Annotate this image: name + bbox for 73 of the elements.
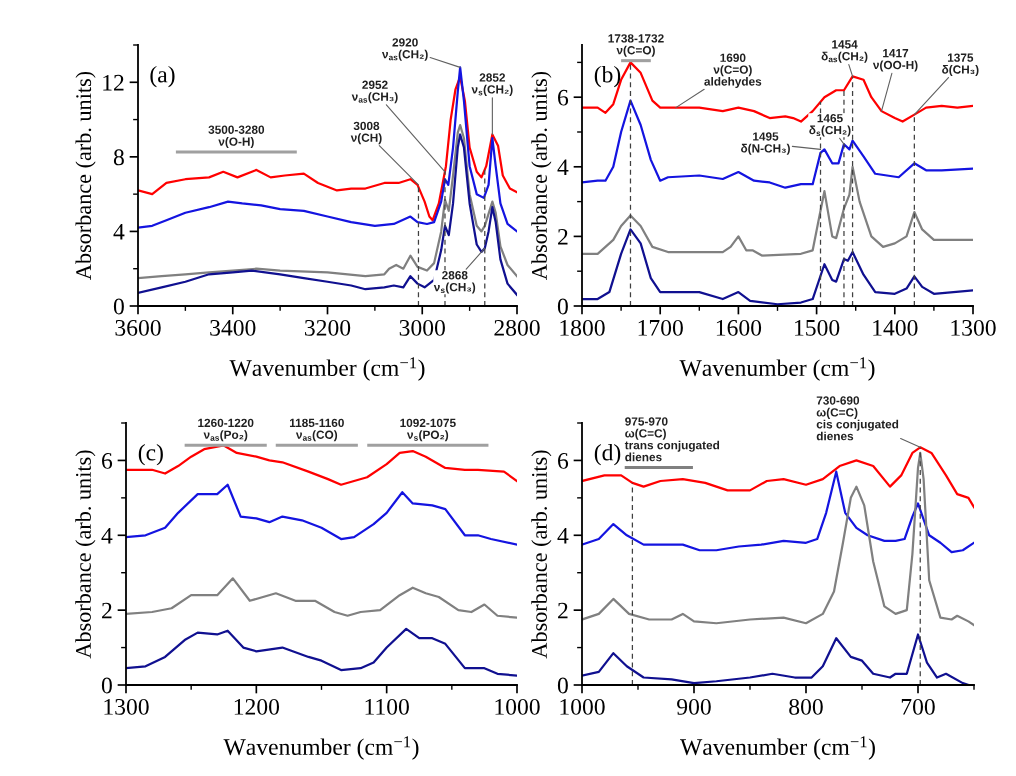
text: (a) — [150, 65, 175, 88]
annotation: 1465 δ$_{s}$(CH₂) — [809, 114, 851, 137]
y-tick-label: 8 — [113, 149, 124, 166]
annotation: 1375 δ(CH₃) — [942, 53, 979, 77]
line-series — [126, 627, 517, 677]
annotation: 2920 ν$_{as}$(CH₂) — [381, 38, 428, 61]
x-tick-label: 1000 — [560, 698, 605, 715]
annotation: 1690 ν(C=O) aldehydes — [704, 53, 762, 88]
y-axis-title: Absorbance (arb. units) — [75, 450, 96, 659]
x-tick-label: 1200 — [234, 698, 280, 715]
x-axis-title: Wavenumber (cm$^{−1}$) — [223, 736, 419, 760]
text: (c) — [138, 443, 163, 466]
annotation: 1495 δ(N-CH₃) — [741, 132, 790, 155]
y-axis-title: Absorbance (arb. units) — [75, 71, 96, 280]
y-tick-label: 12 — [103, 74, 124, 91]
x-tick-label: 1300 — [104, 698, 149, 715]
annotation: 1185-1160 ν$_{as}$(CO) — [289, 418, 344, 442]
x-tick-label: 3400 — [210, 319, 256, 336]
y-tick-label: 4 — [113, 224, 125, 240]
x-tick-label: 2800 — [494, 319, 540, 336]
x-tick-label: 1400 — [873, 319, 918, 336]
y-tick-label: 6 — [102, 452, 113, 469]
line-series — [582, 470, 974, 554]
annotation: 2852 ν$_{s}$(CH₂) — [471, 73, 513, 96]
x-tick-label: 3000 — [399, 319, 445, 336]
y-tick-label: 4 — [101, 527, 113, 544]
annotation: 1417 ν(OO-H) — [872, 49, 918, 72]
x-tick-label: 1000 — [495, 698, 540, 715]
x-tick-label: 900 — [677, 698, 711, 715]
line-series — [582, 633, 970, 685]
y-tick-label: 2 — [558, 228, 568, 245]
line-series — [582, 165, 973, 257]
x-tick-label: 3200 — [305, 319, 351, 336]
text: (b) — [594, 65, 621, 88]
annotation: 3008 ν(CH) — [350, 121, 382, 145]
y-tick-label: 2 — [558, 602, 568, 619]
line-series — [126, 483, 517, 546]
annotation: 2952 ν$_{as}$(CH₃) — [351, 80, 398, 104]
annotation: 2868 ν$_{s}$(CH₃) — [433, 271, 476, 294]
annotation: 1738-1732 ν(C=O) — [608, 34, 664, 57]
y-axis-title: Absorbance (arb. units) — [531, 450, 552, 659]
line-series — [126, 577, 517, 619]
x-axis-title: Wavenumber (cm$^{−1}$) — [229, 357, 425, 381]
x-tick-label: 1800 — [560, 319, 605, 336]
y-tick-label: 0 — [557, 677, 568, 694]
y-tick-label: 4 — [557, 527, 569, 544]
annotation: 1260-1220 ν$_{as}$(Po₂) — [198, 418, 254, 442]
y-tick-label: 4 — [557, 159, 569, 175]
annotation: 1092-1075 ν$_{s}$(PO₂) — [400, 418, 456, 442]
annotation: 975-970 ω(C=C) trans conjugated dienes — [624, 417, 720, 462]
x-tick-label: 1100 — [365, 698, 409, 715]
y-tick-label: 6 — [558, 452, 569, 469]
y-tick-label: 0 — [101, 677, 112, 694]
annotation: 730-690 ω(C=C) cis conjugated dienes — [816, 396, 899, 441]
x-axis-title: Wavenumber (cm$^{−1}$) — [680, 736, 875, 760]
annotation: 3500-3280 ν(O-H) — [208, 125, 265, 149]
line-series — [126, 444, 517, 486]
x-axis-title: Wavenumber (cm$^{−1}$) — [679, 357, 875, 381]
x-tick-label: 800 — [789, 698, 823, 715]
y-axis-title: Absorbance (arb. units) — [531, 71, 552, 280]
x-tick-label: 1700 — [638, 319, 683, 336]
text: (d) — [594, 443, 621, 466]
x-tick-label: 1300 — [951, 319, 996, 336]
x-tick-label: 1500 — [795, 319, 840, 336]
x-tick-label: 3600 — [115, 319, 161, 336]
x-tick-label: 1600 — [716, 319, 762, 336]
annotation: 1454 δ$_{as}$(CH₂) — [821, 40, 868, 63]
y-tick-label: 0 — [113, 298, 124, 315]
line-series — [582, 99, 973, 189]
y-tick-label: 6 — [558, 89, 569, 106]
y-tick-label: 0 — [557, 298, 568, 315]
y-tick-label: 2 — [102, 602, 112, 619]
x-tick-label: 700 — [901, 698, 935, 715]
